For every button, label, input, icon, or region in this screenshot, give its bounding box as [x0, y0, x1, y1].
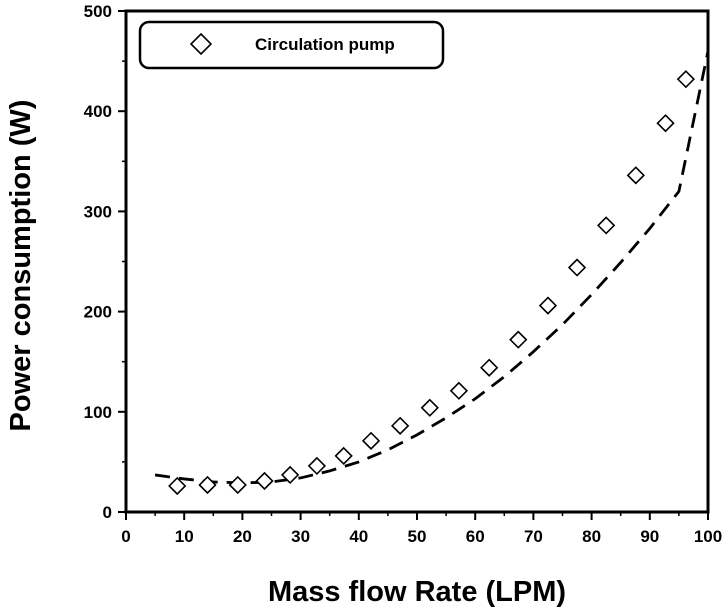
data-point: [280, 465, 300, 485]
legend: Circulation pump: [138, 20, 445, 70]
data-point: [361, 431, 381, 450]
data-point: [420, 398, 439, 417]
x-tick-label: 50: [408, 527, 427, 546]
y-tick-label: 500: [84, 2, 112, 21]
x-tick-label: 70: [524, 527, 543, 546]
x-tick-label: 20: [233, 527, 252, 546]
data-point: [228, 475, 247, 495]
y-tick-label: 0: [103, 503, 112, 522]
legend-label: Circulation pump: [255, 35, 395, 54]
y-tick-label: 400: [84, 102, 112, 121]
x-tick-label: 40: [349, 527, 368, 546]
legend-box: [138, 20, 445, 70]
x-axis-title: Mass flow Rate (LPM): [268, 576, 566, 608]
data-point: [538, 296, 558, 315]
x-tick-label: 60: [466, 527, 485, 546]
data-point: [168, 476, 187, 496]
data-point: [509, 330, 528, 349]
x-tick-label: 0: [121, 527, 130, 546]
data-point: [334, 446, 353, 466]
x-tick-label: 10: [175, 527, 194, 546]
data-points-layer: [168, 70, 696, 496]
data-point: [307, 456, 327, 476]
data-point: [449, 381, 469, 400]
x-tick-label: 100: [694, 527, 722, 546]
y-tick-label: 300: [84, 202, 112, 221]
trend-line-layer: [154, 50, 710, 485]
x-tick-label: 90: [640, 527, 659, 546]
x-tick-label: 30: [291, 527, 310, 546]
data-point: [390, 416, 410, 435]
data-point: [255, 471, 274, 491]
x-tick-label: 80: [582, 527, 601, 546]
data-point: [567, 258, 587, 277]
axis-ticks-layer: 0 10 20 30 40 50 60 70 80 90 100 0 100 200 300 400 500: [84, 2, 723, 546]
data-point: [597, 216, 616, 235]
data-point: [198, 475, 217, 495]
y-axis-title: Power consumption (W): [5, 100, 37, 432]
data-point: [626, 166, 645, 185]
y-tick-label: 200: [84, 303, 112, 322]
y-tick-label: 100: [84, 403, 112, 422]
legend-diamond-marker-icon: [189, 32, 213, 56]
trend-line: [154, 50, 710, 485]
data-point: [656, 114, 675, 133]
data-point: [480, 358, 499, 377]
data-point: [676, 70, 696, 89]
